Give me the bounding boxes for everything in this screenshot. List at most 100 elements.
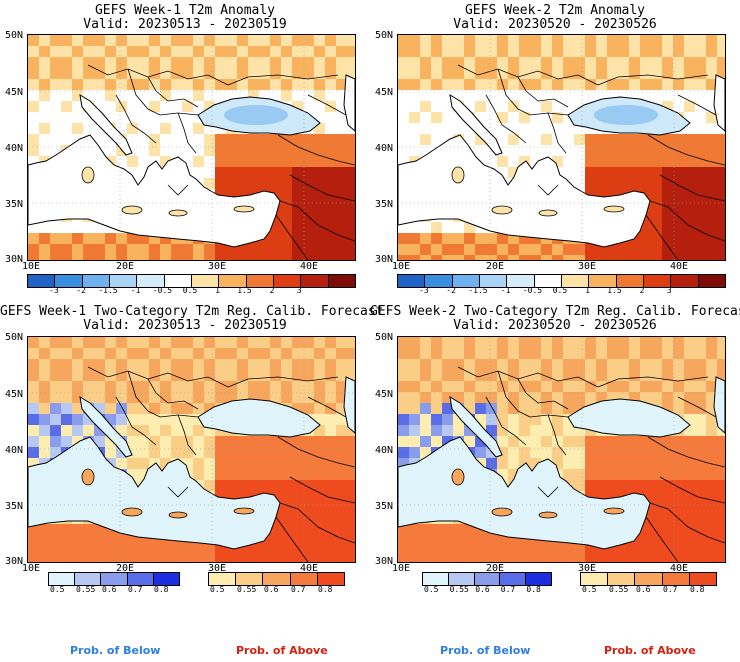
field-cell bbox=[259, 244, 270, 255]
field-cell bbox=[226, 35, 237, 46]
lon-label-10e: 10E bbox=[392, 261, 411, 272]
field-cell bbox=[28, 370, 39, 381]
field-cell bbox=[596, 381, 607, 392]
field-cell bbox=[94, 359, 105, 370]
field-cell bbox=[204, 35, 215, 46]
field-cell bbox=[596, 436, 607, 447]
field-cell bbox=[237, 436, 248, 447]
field-cell bbox=[259, 57, 270, 68]
colorbar-swatch bbox=[101, 573, 128, 585]
field-cell bbox=[61, 35, 72, 46]
field-cell bbox=[270, 348, 281, 359]
colorbar-swatch bbox=[328, 275, 355, 287]
field-cell bbox=[325, 348, 336, 359]
field-cell bbox=[292, 359, 303, 370]
field-cell bbox=[662, 480, 673, 491]
field-cell bbox=[398, 425, 409, 436]
caspian-sea bbox=[713, 376, 725, 434]
field-cell bbox=[204, 359, 215, 370]
field-cell bbox=[61, 233, 72, 244]
field-cell bbox=[717, 491, 725, 502]
field-cell bbox=[171, 359, 182, 370]
field-cell bbox=[717, 524, 725, 535]
field-cell bbox=[662, 200, 673, 211]
field-cell bbox=[325, 458, 336, 469]
country-border bbox=[289, 174, 355, 202]
field-cell bbox=[706, 200, 717, 211]
field-cell bbox=[640, 381, 651, 392]
colorbar-swatch bbox=[671, 275, 699, 287]
field-cell bbox=[160, 392, 171, 403]
field-cell bbox=[651, 57, 662, 68]
field-cell bbox=[215, 57, 226, 68]
field-cell bbox=[574, 255, 585, 260]
field-cell bbox=[116, 101, 127, 112]
field-cell bbox=[442, 359, 453, 370]
field-cell bbox=[409, 68, 420, 79]
field-cell bbox=[607, 134, 618, 145]
field-cell bbox=[149, 233, 160, 244]
field-cell bbox=[248, 68, 259, 79]
field-cell bbox=[629, 145, 640, 156]
field-cell bbox=[325, 469, 336, 480]
field-cell bbox=[259, 46, 270, 57]
field-cell bbox=[281, 57, 292, 68]
field-cell bbox=[50, 35, 61, 46]
field-cell bbox=[347, 436, 355, 447]
field-cell bbox=[640, 145, 651, 156]
field-cell bbox=[270, 359, 281, 370]
field-cell bbox=[596, 447, 607, 458]
field-cell bbox=[530, 35, 541, 46]
field-cell bbox=[50, 68, 61, 79]
field-cell bbox=[596, 57, 607, 68]
island bbox=[538, 511, 558, 519]
field-cell bbox=[662, 68, 673, 79]
field-cell bbox=[475, 57, 486, 68]
field-cell bbox=[420, 244, 431, 255]
field-cell bbox=[215, 156, 226, 167]
field-cell bbox=[314, 244, 325, 255]
field-cell bbox=[662, 156, 673, 167]
field-cell bbox=[607, 46, 618, 57]
field-cell bbox=[541, 79, 552, 90]
field-cell bbox=[182, 436, 193, 447]
field-cell bbox=[563, 156, 574, 167]
field-cell bbox=[442, 123, 453, 134]
field-cell bbox=[94, 244, 105, 255]
field-cell bbox=[684, 381, 695, 392]
field-cell bbox=[563, 46, 574, 57]
field-cell bbox=[270, 90, 281, 101]
field-cell bbox=[149, 79, 160, 90]
field-cell bbox=[695, 167, 706, 178]
field-cell bbox=[629, 447, 640, 458]
field-cell bbox=[347, 359, 355, 370]
field-cell bbox=[684, 244, 695, 255]
field-cell bbox=[94, 68, 105, 79]
field-cell bbox=[237, 359, 248, 370]
field-cell bbox=[475, 436, 486, 447]
field-cell bbox=[204, 134, 215, 145]
map-canvas bbox=[28, 35, 355, 260]
field-cell bbox=[673, 502, 684, 513]
colorbar-tick-label: 0.55 bbox=[449, 585, 469, 594]
field-cell bbox=[171, 79, 182, 90]
lon-label-40e: 40E bbox=[300, 563, 319, 574]
field-cell bbox=[662, 491, 673, 502]
field-cell bbox=[270, 370, 281, 381]
field-cell bbox=[237, 68, 248, 79]
lon-label-20e: 20E bbox=[116, 563, 135, 574]
field-cell bbox=[607, 255, 618, 260]
field-cell bbox=[420, 90, 431, 101]
field-cell bbox=[607, 35, 618, 46]
field-cell bbox=[347, 447, 355, 458]
field-cell bbox=[171, 557, 182, 562]
field-cell bbox=[420, 222, 431, 233]
field-cell bbox=[325, 491, 336, 502]
colorbar-swatch bbox=[137, 275, 165, 287]
field-cell bbox=[530, 255, 541, 260]
field-cell bbox=[193, 546, 204, 557]
field-cell bbox=[629, 178, 640, 189]
field-cell bbox=[72, 244, 83, 255]
field-cell bbox=[28, 535, 39, 546]
field-cell bbox=[508, 156, 519, 167]
